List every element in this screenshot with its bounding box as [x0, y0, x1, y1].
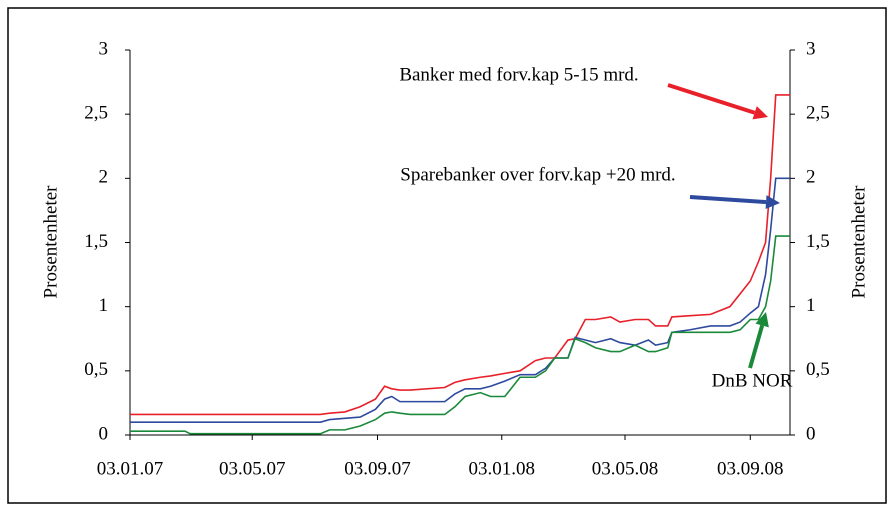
x-tick-label: 03.09.08	[717, 458, 784, 479]
y2-tick-label: 3	[806, 38, 816, 59]
series-annotation: Sparebanker over forv.kap +20 mrd.	[400, 164, 675, 185]
annotation-arrowhead	[765, 195, 780, 210]
y-tick-label: 0	[99, 423, 109, 444]
x-tick-label: 03.01.07	[97, 458, 164, 479]
y-tick-label: 1,5	[84, 231, 108, 252]
y2-axis-label: Prosentenheter	[848, 185, 869, 299]
chart-frame	[7, 7, 887, 504]
y2-tick-label: 2,5	[806, 103, 830, 124]
series-annotation: Banker med forv.kap 5-15 mrd.	[399, 64, 638, 85]
annotation-arrow	[667, 83, 756, 115]
y2-tick-label: 0	[806, 423, 816, 444]
x-tick-label: 03.09.07	[344, 458, 411, 479]
y-tick-label: 3	[99, 38, 109, 59]
y-tick-label: 2	[99, 167, 109, 188]
y2-tick-label: 0,5	[806, 359, 830, 380]
y2-tick-label: 1,5	[806, 231, 830, 252]
annotation-arrowhead	[755, 312, 769, 328]
y-tick-label: 1	[99, 295, 109, 316]
y-tick-label: 0,5	[84, 359, 108, 380]
y-axis-label: Prosentenheter	[40, 185, 61, 299]
annotation-arrow	[748, 324, 765, 369]
y-tick-label: 2,5	[84, 103, 108, 124]
annotation-arrow	[689, 195, 767, 205]
x-tick-label: 03.05.07	[219, 458, 286, 479]
x-tick-label: 03.01.08	[469, 458, 536, 479]
series-line	[130, 235, 790, 435]
x-tick-label: 03.05.08	[592, 458, 659, 479]
y2-tick-label: 1	[806, 295, 816, 316]
y2-tick-label: 2	[806, 167, 816, 188]
series-annotation: DnB NOR	[712, 370, 793, 391]
annotation-arrowhead	[752, 106, 768, 120]
